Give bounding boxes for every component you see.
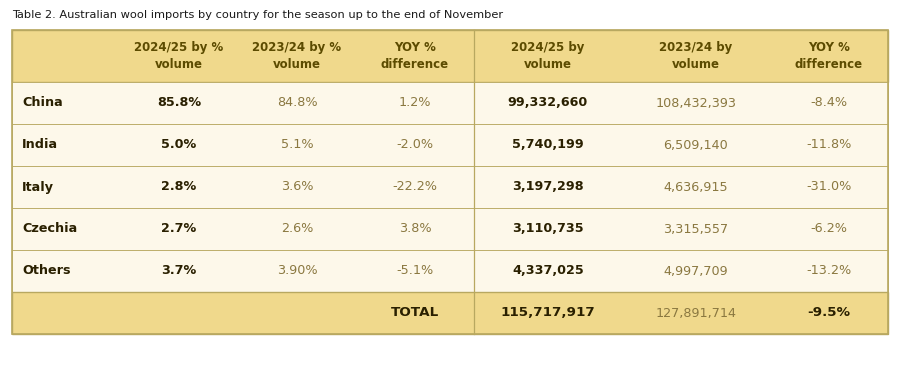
- Text: 2.7%: 2.7%: [161, 223, 196, 235]
- Text: -31.0%: -31.0%: [806, 180, 851, 193]
- Text: Italy: Italy: [22, 180, 54, 193]
- Text: Table 2. Australian wool imports by country for the season up to the end of Nove: Table 2. Australian wool imports by coun…: [12, 10, 503, 20]
- Text: -2.0%: -2.0%: [396, 138, 434, 152]
- Text: India: India: [22, 138, 58, 152]
- Text: Czechia: Czechia: [22, 223, 77, 235]
- Text: -9.5%: -9.5%: [807, 307, 850, 320]
- Text: 5.1%: 5.1%: [281, 138, 313, 152]
- Text: 5,740,199: 5,740,199: [512, 138, 584, 152]
- Text: -5.1%: -5.1%: [396, 265, 434, 277]
- Text: 4,337,025: 4,337,025: [512, 265, 584, 277]
- Bar: [12, 208, 888, 250]
- Text: 3.7%: 3.7%: [161, 265, 196, 277]
- Bar: [12, 82, 888, 124]
- Text: China: China: [22, 97, 63, 110]
- Text: 3,197,298: 3,197,298: [512, 180, 584, 193]
- Text: 2.8%: 2.8%: [161, 180, 196, 193]
- Bar: [12, 30, 888, 82]
- Text: 85.8%: 85.8%: [157, 97, 201, 110]
- Text: 2023/24 by
volume: 2023/24 by volume: [660, 41, 733, 71]
- Text: 127,891,714: 127,891,714: [655, 307, 736, 320]
- Text: 2.6%: 2.6%: [281, 223, 313, 235]
- Text: 2024/25 by
volume: 2024/25 by volume: [511, 41, 585, 71]
- Bar: [12, 250, 888, 292]
- Text: 3,110,735: 3,110,735: [512, 223, 584, 235]
- Text: -22.2%: -22.2%: [392, 180, 437, 193]
- Bar: [12, 124, 888, 166]
- Bar: [12, 292, 888, 334]
- Bar: [12, 166, 888, 208]
- Bar: [12, 30, 888, 334]
- Text: 3.8%: 3.8%: [399, 223, 431, 235]
- Text: 4,997,709: 4,997,709: [663, 265, 728, 277]
- Text: -8.4%: -8.4%: [810, 97, 848, 110]
- Text: Others: Others: [22, 265, 70, 277]
- Text: 6,509,140: 6,509,140: [663, 138, 728, 152]
- Text: 2024/25 by %
volume: 2024/25 by % volume: [134, 41, 223, 71]
- Text: 2023/24 by %
volume: 2023/24 by % volume: [252, 41, 342, 71]
- Text: -11.8%: -11.8%: [806, 138, 851, 152]
- Text: 3.90%: 3.90%: [276, 265, 318, 277]
- Text: 1.2%: 1.2%: [399, 97, 431, 110]
- Text: 5.0%: 5.0%: [161, 138, 196, 152]
- Text: -13.2%: -13.2%: [806, 265, 851, 277]
- Text: TOTAL: TOTAL: [391, 307, 439, 320]
- Text: 108,432,393: 108,432,393: [655, 97, 736, 110]
- Text: YOY %
difference: YOY % difference: [795, 41, 863, 71]
- Text: 99,332,660: 99,332,660: [508, 97, 588, 110]
- Text: -6.2%: -6.2%: [811, 223, 848, 235]
- Text: 115,717,917: 115,717,917: [500, 307, 596, 320]
- Text: YOY %
difference: YOY % difference: [381, 41, 449, 71]
- Text: 4,636,915: 4,636,915: [663, 180, 728, 193]
- Text: 3,315,557: 3,315,557: [663, 223, 729, 235]
- Text: 3.6%: 3.6%: [281, 180, 313, 193]
- Text: 84.8%: 84.8%: [276, 97, 318, 110]
